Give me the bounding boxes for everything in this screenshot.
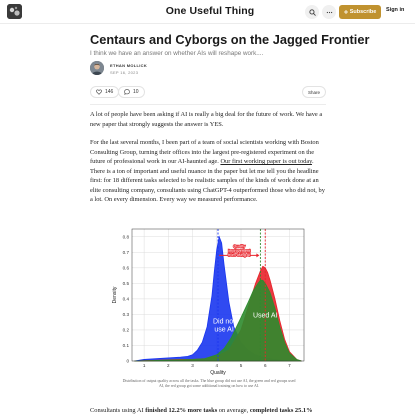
results-highlight-tasks: finished 12.2% more tasks bbox=[145, 407, 218, 414]
x-tick-label-3: 4 bbox=[216, 363, 219, 368]
like-count: 146 bbox=[105, 89, 114, 95]
y-tick-label-0: 0 bbox=[126, 359, 129, 364]
quality-distribution-chart: 0 0.1 0.2 0.3 0.4 0.5 0.6 0.7 0.8 1 2 3 4 5 6 7 Quality i… bbox=[110, 225, 310, 377]
density-area-series-2 bbox=[134, 279, 302, 362]
chart-caption: Distribution of output quality across al… bbox=[122, 379, 296, 389]
subscribe-label: Subscribe bbox=[349, 9, 377, 15]
author-name[interactable]: ETHAN MOLLICK bbox=[110, 63, 148, 68]
publication-logo[interactable] bbox=[7, 4, 22, 19]
share-button[interactable]: Share bbox=[302, 86, 326, 98]
sign-in-link[interactable]: Sign in bbox=[386, 7, 405, 13]
results-highlight-speed: completed tasks 25.1% bbox=[249, 407, 313, 414]
y-tick-label-8: 0.8 bbox=[123, 234, 130, 239]
like-button[interactable]: 146 bbox=[90, 86, 120, 98]
working-paper-link[interactable]: Our first working paper is out today bbox=[220, 158, 312, 165]
series-label-0-1: use AI bbox=[214, 327, 234, 334]
top-navigation-bar: One Useful Thing Subscribe Sign in bbox=[0, 0, 415, 24]
improvement-label-line-1: improvement bbox=[228, 249, 251, 253]
results-middle: on average, bbox=[217, 407, 250, 414]
comment-icon bbox=[124, 89, 130, 95]
comments-button[interactable]: 10 bbox=[118, 86, 145, 98]
chart-svg: 00.10.20.30.40.50.60.70.81 2 3 4 5 6 7Qualityi… bbox=[112, 228, 305, 376]
subscribe-button[interactable]: Subscribe bbox=[339, 5, 381, 19]
y-tick-label-5: 0.5 bbox=[123, 281, 130, 286]
series-label-0-0: Did not bbox=[213, 319, 235, 326]
series-label-1-0: Used AI bbox=[253, 313, 278, 320]
study-text-before: For the last several months, I been part… bbox=[90, 139, 319, 165]
study-text-after: . There is a ton of important and useful… bbox=[90, 158, 325, 203]
header-divider bbox=[90, 104, 326, 105]
search-button[interactable] bbox=[305, 5, 319, 19]
search-icon bbox=[308, 8, 316, 16]
x-tick-label-6: 7 bbox=[288, 363, 291, 368]
results-paragraph: Consultants using AI finished 12.2% more… bbox=[90, 407, 326, 414]
improvement-arrow-head bbox=[256, 253, 260, 258]
y-tick-label-2: 0.2 bbox=[123, 328, 130, 333]
post-date: SEP 16, 2023 bbox=[110, 70, 139, 75]
x-tick-label-1: 2 bbox=[167, 363, 170, 368]
x-tick-label-0: 1 bbox=[143, 363, 146, 368]
plus-icon bbox=[343, 10, 348, 14]
y-tick-label-1: 0.1 bbox=[123, 343, 130, 348]
x-tick-label-2: 3 bbox=[191, 363, 194, 368]
y-axis-label: Density bbox=[112, 286, 118, 303]
x-tick-label-5: 6 bbox=[264, 363, 267, 368]
post-subtitle: I think we have an answer on whether AIs… bbox=[90, 50, 264, 57]
publication-name[interactable]: One Useful Thing bbox=[165, 5, 255, 17]
x-tick-label-4: 5 bbox=[240, 363, 243, 368]
comment-count: 10 bbox=[133, 89, 139, 95]
y-tick-label-3: 0.3 bbox=[123, 312, 130, 317]
study-paragraph: For the last several months, I been part… bbox=[90, 138, 326, 205]
y-tick-label-7: 0.7 bbox=[123, 250, 130, 255]
post-title: Centaurs and Cyborgs on the Jagged Front… bbox=[90, 32, 370, 47]
author-avatar[interactable] bbox=[90, 61, 104, 75]
heart-icon bbox=[96, 89, 102, 95]
plot-frame bbox=[131, 228, 305, 362]
y-tick-label-6: 0.6 bbox=[123, 265, 130, 270]
x-axis-label: Quality bbox=[210, 370, 226, 376]
more-options-button[interactable] bbox=[322, 5, 336, 19]
y-tick-label-4: 0.4 bbox=[123, 296, 130, 301]
results-prefix: Consultants using AI bbox=[90, 407, 146, 414]
improvement-label-line-0: Quality bbox=[233, 244, 245, 248]
more-icon bbox=[326, 11, 332, 13]
improvement-label-line-2: from using AI bbox=[228, 253, 250, 257]
intro-paragraph: A lot of people have been asking if AI i… bbox=[90, 111, 323, 128]
